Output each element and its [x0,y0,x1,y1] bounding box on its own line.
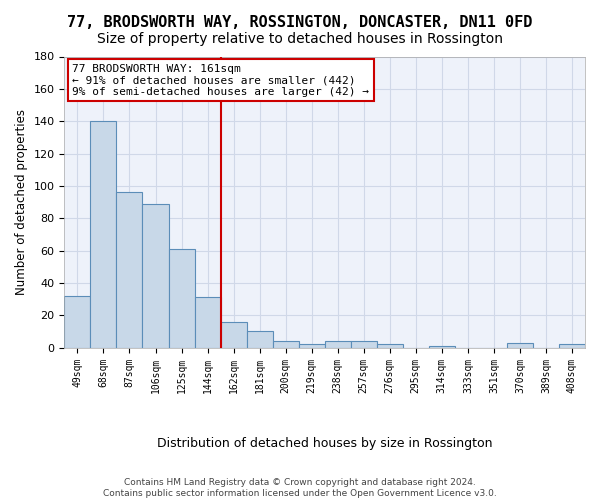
Bar [142,204,169,348]
Bar [507,342,533,347]
Bar [194,298,221,348]
Bar [351,341,377,347]
Bar [429,346,455,348]
Bar [559,344,585,348]
Bar [299,344,325,348]
Bar [377,344,403,348]
Text: 77 BRODSWORTH WAY: 161sqm
← 91% of detached houses are smaller (442)
9% of semi-: 77 BRODSWORTH WAY: 161sqm ← 91% of detac… [72,64,369,97]
Bar [247,332,272,347]
Bar [169,249,194,348]
Text: Size of property relative to detached houses in Rossington: Size of property relative to detached ho… [97,32,503,46]
Bar [221,322,247,347]
Text: Contains HM Land Registry data © Crown copyright and database right 2024.
Contai: Contains HM Land Registry data © Crown c… [103,478,497,498]
Bar [91,121,116,348]
Bar [116,192,142,348]
Text: 77, BRODSWORTH WAY, ROSSINGTON, DONCASTER, DN11 0FD: 77, BRODSWORTH WAY, ROSSINGTON, DONCASTE… [67,15,533,30]
Bar [325,341,351,347]
Y-axis label: Number of detached properties: Number of detached properties [15,109,28,295]
X-axis label: Distribution of detached houses by size in Rossington: Distribution of detached houses by size … [157,437,493,450]
Bar [272,341,299,347]
Bar [64,296,91,348]
